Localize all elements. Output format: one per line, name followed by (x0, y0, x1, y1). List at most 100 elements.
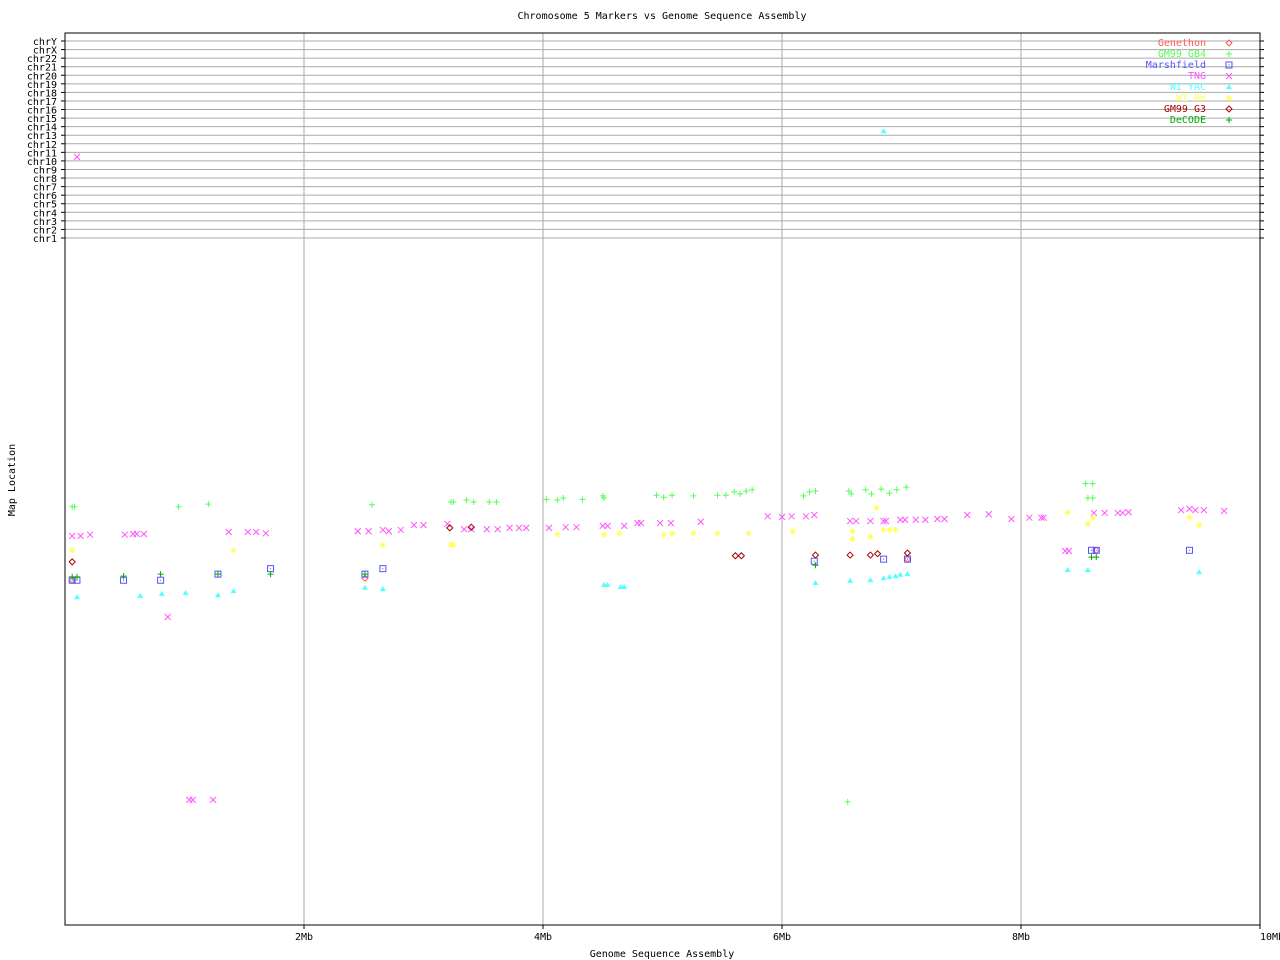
data-point (880, 517, 887, 525)
data-point (554, 497, 561, 503)
data-point (1196, 522, 1203, 529)
data-point (554, 531, 561, 538)
data-point (1093, 554, 1100, 561)
data-point (868, 490, 875, 497)
data-point (1089, 494, 1096, 501)
data-point (812, 562, 819, 569)
axes: chrYchrXchr22chr21chr20chr19chr18chr17ch… (27, 32, 1280, 943)
data-point (164, 613, 172, 621)
data-point (886, 526, 893, 533)
y-tick-label: chr7 (33, 183, 57, 194)
y-tick-label: chr15 (27, 114, 57, 125)
data-point (896, 516, 904, 524)
data-point (1220, 507, 1228, 515)
y-axis-label: Map Location (7, 444, 18, 516)
y-tick-label: chr17 (27, 97, 57, 108)
data-point (802, 512, 810, 520)
x-tick-label: 6Mb (773, 932, 791, 943)
data-point (653, 492, 660, 499)
data-point (599, 522, 607, 530)
data-point (844, 798, 851, 805)
data-point (68, 532, 76, 540)
data-point (846, 517, 854, 525)
legend-label: WI RH (1176, 93, 1206, 104)
data-point (789, 528, 796, 535)
data-point (1196, 569, 1203, 575)
data-point (878, 486, 885, 493)
data-point (886, 573, 893, 579)
data-point (846, 551, 854, 559)
data-point (467, 523, 476, 531)
data-point (892, 526, 899, 533)
data-point (810, 511, 818, 519)
data-point (1008, 515, 1015, 523)
data-point (800, 492, 807, 499)
data-point (209, 796, 217, 804)
data-point (450, 541, 457, 548)
data-point (175, 503, 182, 510)
data-point (849, 535, 856, 542)
data-point (214, 571, 221, 578)
data-point (463, 497, 470, 503)
series-wi-yac (73, 128, 1203, 600)
legend-marker (1226, 51, 1232, 57)
data-point (77, 532, 84, 540)
data-point (892, 573, 899, 579)
data-point (267, 571, 274, 578)
data-point (882, 517, 890, 525)
data-point (893, 486, 900, 493)
data-point (1200, 506, 1208, 514)
data-point (379, 541, 386, 548)
data-point (1119, 509, 1126, 517)
y-tick-label: chr5 (33, 200, 57, 211)
data-point (848, 490, 855, 497)
data-point (873, 550, 882, 558)
data-point (361, 584, 368, 590)
x-tick-label: 2Mb (295, 932, 313, 943)
y-tick-label: chr14 (27, 123, 57, 134)
data-point (120, 573, 127, 580)
data-point (494, 525, 501, 533)
data-point (137, 592, 144, 598)
data-point (470, 499, 477, 506)
data-point (1064, 567, 1071, 573)
data-point (749, 486, 756, 493)
data-point (69, 547, 76, 554)
data-point (778, 513, 786, 521)
series-genethon (68, 546, 1100, 584)
series-marshfield (68, 546, 1193, 584)
y-tick-label: chr18 (27, 88, 57, 99)
legend-label: WI YAC (1170, 82, 1206, 93)
data-point (852, 517, 860, 525)
data-point (731, 488, 738, 495)
legend-marker (1226, 95, 1232, 101)
data-point (121, 531, 129, 539)
legend-label: GM99 G3 (1164, 104, 1206, 115)
legend-marker (1226, 84, 1232, 89)
y-tick-label: chr22 (27, 54, 57, 65)
data-point (849, 528, 856, 535)
data-point (543, 496, 550, 503)
series-decode (69, 554, 1100, 580)
x-tick-label: 4Mb (534, 932, 552, 943)
data-point (847, 577, 854, 583)
data-point (660, 531, 667, 538)
data-point (1090, 509, 1098, 517)
data-point (252, 528, 260, 536)
y-tick-label: chr10 (27, 157, 57, 168)
data-point (420, 521, 427, 529)
legend-marker (1225, 72, 1233, 80)
y-tick-label: chr11 (27, 148, 57, 159)
data-point (230, 547, 237, 554)
data-point (903, 549, 912, 557)
data-point (354, 527, 362, 535)
data-point (737, 490, 744, 497)
data-point (483, 525, 491, 533)
data-point (873, 505, 880, 512)
legend-marker (1226, 117, 1232, 123)
data-point (267, 565, 275, 573)
data-point (1040, 514, 1048, 522)
data-point (157, 576, 165, 584)
